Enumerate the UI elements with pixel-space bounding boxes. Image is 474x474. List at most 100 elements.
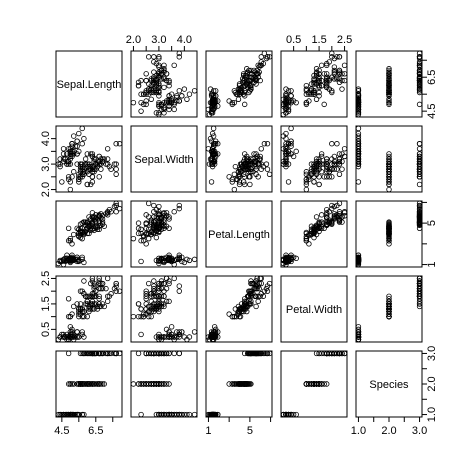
data-point	[416, 151, 423, 157]
data-point	[321, 101, 327, 108]
data-point	[264, 350, 271, 357]
data-point	[248, 169, 254, 175]
panel-Sepal.Length-vs-Petal.Length	[205, 50, 273, 118]
data-point	[184, 96, 190, 102]
data-point	[339, 86, 345, 92]
data-point	[316, 219, 322, 225]
data-point	[98, 381, 104, 387]
data-point	[76, 179, 82, 185]
data-point	[283, 161, 289, 167]
data-point	[79, 329, 85, 335]
data-point	[341, 77, 348, 84]
data-point	[143, 71, 149, 77]
data-point	[168, 331, 175, 338]
data-point	[113, 202, 119, 209]
data-point	[59, 411, 65, 418]
data-point	[416, 288, 423, 294]
data-point	[386, 219, 392, 225]
data-point	[210, 94, 217, 101]
panel-frame	[55, 50, 123, 118]
data-point	[386, 88, 392, 94]
data-point	[67, 186, 74, 193]
data-point	[174, 329, 180, 335]
data-point	[336, 211, 343, 217]
data-point	[143, 91, 149, 97]
data-point	[69, 252, 75, 258]
data-point	[130, 99, 137, 106]
data-point	[355, 334, 362, 340]
data-point	[316, 89, 322, 96]
data-point	[416, 303, 423, 310]
data-point	[416, 298, 423, 305]
data-point	[60, 156, 67, 162]
data-point	[103, 285, 109, 292]
data-point	[156, 71, 162, 77]
data-point	[176, 98, 182, 104]
data-point	[355, 96, 362, 102]
data-point	[146, 381, 152, 387]
data-point	[331, 71, 338, 77]
data-point	[339, 350, 345, 357]
data-point	[96, 223, 102, 229]
data-point	[87, 216, 94, 222]
data-point	[96, 350, 102, 357]
data-point	[171, 411, 177, 418]
data-point	[89, 291, 96, 297]
data-point	[324, 156, 330, 162]
data-point	[209, 161, 216, 167]
data-point	[57, 258, 63, 265]
data-point	[81, 381, 87, 387]
data-point	[386, 91, 392, 97]
x-tick-label: 6.5	[88, 425, 103, 437]
data-point	[416, 161, 423, 167]
data-point	[79, 381, 85, 387]
data-point	[72, 411, 79, 418]
y-tick-label: 2.0	[40, 182, 52, 197]
data-point	[143, 301, 149, 307]
data-point	[266, 171, 273, 177]
data-point	[239, 306, 246, 312]
data-point	[326, 77, 332, 84]
data-point	[116, 141, 123, 147]
data-point	[79, 254, 85, 261]
data-point	[89, 179, 96, 185]
data-point	[251, 350, 257, 357]
data-point	[163, 99, 170, 106]
data-point	[285, 161, 292, 167]
data-point	[138, 108, 144, 114]
data-point	[386, 298, 392, 305]
data-point	[355, 261, 362, 268]
data-point	[146, 81, 152, 87]
data-point	[303, 169, 310, 175]
data-point	[151, 77, 157, 84]
data-point	[386, 69, 392, 75]
data-point	[151, 89, 157, 96]
data-point	[60, 334, 67, 340]
data-point	[161, 99, 167, 106]
data-point	[285, 411, 292, 418]
data-point	[76, 311, 82, 317]
data-point	[341, 153, 348, 160]
data-point	[386, 166, 392, 172]
panel-Sepal.Width-vs-Sepal.Length	[55, 125, 123, 193]
data-point	[176, 50, 182, 57]
data-point	[318, 161, 325, 167]
y-tick-label: 4.5	[426, 104, 438, 119]
panel-frame	[280, 275, 348, 343]
data-point	[311, 179, 317, 185]
data-point	[283, 110, 289, 116]
data-point	[166, 280, 172, 287]
data-point	[138, 99, 144, 106]
data-point	[153, 234, 160, 241]
data-point	[293, 255, 299, 262]
data-point	[324, 210, 330, 216]
data-point	[104, 275, 111, 282]
data-point	[148, 298, 154, 305]
data-point	[331, 69, 338, 75]
data-point	[313, 171, 320, 177]
data-point	[77, 301, 84, 307]
data-point	[252, 161, 258, 167]
data-point	[416, 166, 423, 172]
data-point	[313, 81, 320, 87]
data-point	[386, 89, 392, 96]
